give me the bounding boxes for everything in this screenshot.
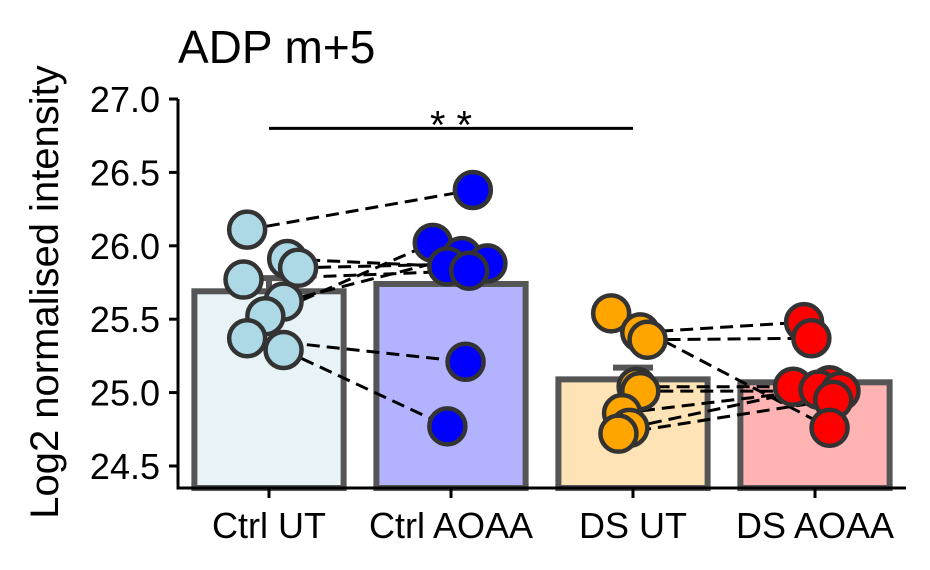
- y-tick-label-3: 25.5: [90, 299, 160, 340]
- x-tick-label-4: DS AOAA: [736, 505, 894, 546]
- x-ticks: Ctrl UT Ctrl AOAA DS UT DS AOAA: [212, 488, 894, 546]
- significance-label: * *: [430, 103, 472, 147]
- pair-line-1-7: [246, 336, 466, 364]
- point-1-4: [223, 259, 264, 300]
- point-2-1: [452, 169, 494, 211]
- x-tick-label-3: DS UT: [579, 505, 687, 546]
- y-tick-label-1: 24.5: [90, 446, 160, 487]
- point-1-3: [277, 247, 319, 289]
- y-tick-label-2: 25.0: [90, 373, 160, 414]
- point-3-1: [590, 293, 632, 334]
- point-2-6: [448, 250, 490, 291]
- y-axis-label: Log2 normalised intensity: [23, 65, 67, 519]
- point-3-8: [598, 413, 639, 454]
- y-tick-label-5: 26.5: [90, 152, 160, 193]
- x-tick-label-1: Ctrl UT: [212, 505, 326, 546]
- pair-line-2-2: [640, 320, 805, 334]
- point-2-8: [427, 406, 468, 447]
- y-tick-label-6: 27.0: [90, 79, 160, 120]
- axes: [176, 99, 906, 490]
- x-tick-label-2: Ctrl AOAA: [369, 505, 533, 546]
- pair-line-1-1: [246, 188, 474, 232]
- pair-line-2-3: [647, 336, 812, 342]
- point-1-7: [226, 318, 268, 359]
- data-points: [223, 169, 861, 454]
- point-2-7: [445, 341, 486, 383]
- point-1-1: [226, 209, 268, 250]
- y-tick-label-4: 26.0: [90, 226, 160, 267]
- point-4-8: [809, 407, 850, 449]
- pair-line-1-3: [298, 261, 488, 270]
- y-ticks: 24.5 25.0 25.5 26.0 26.5 27.0: [90, 79, 178, 487]
- chart-title: ADP m+5: [178, 21, 375, 73]
- point-1-8: [263, 329, 304, 371]
- point-3-3: [627, 319, 668, 360]
- bar-2: [373, 280, 529, 491]
- point-4-2: [791, 318, 832, 359]
- significance-bracket: * *: [269, 103, 633, 147]
- pair-line-1-8: [282, 348, 448, 428]
